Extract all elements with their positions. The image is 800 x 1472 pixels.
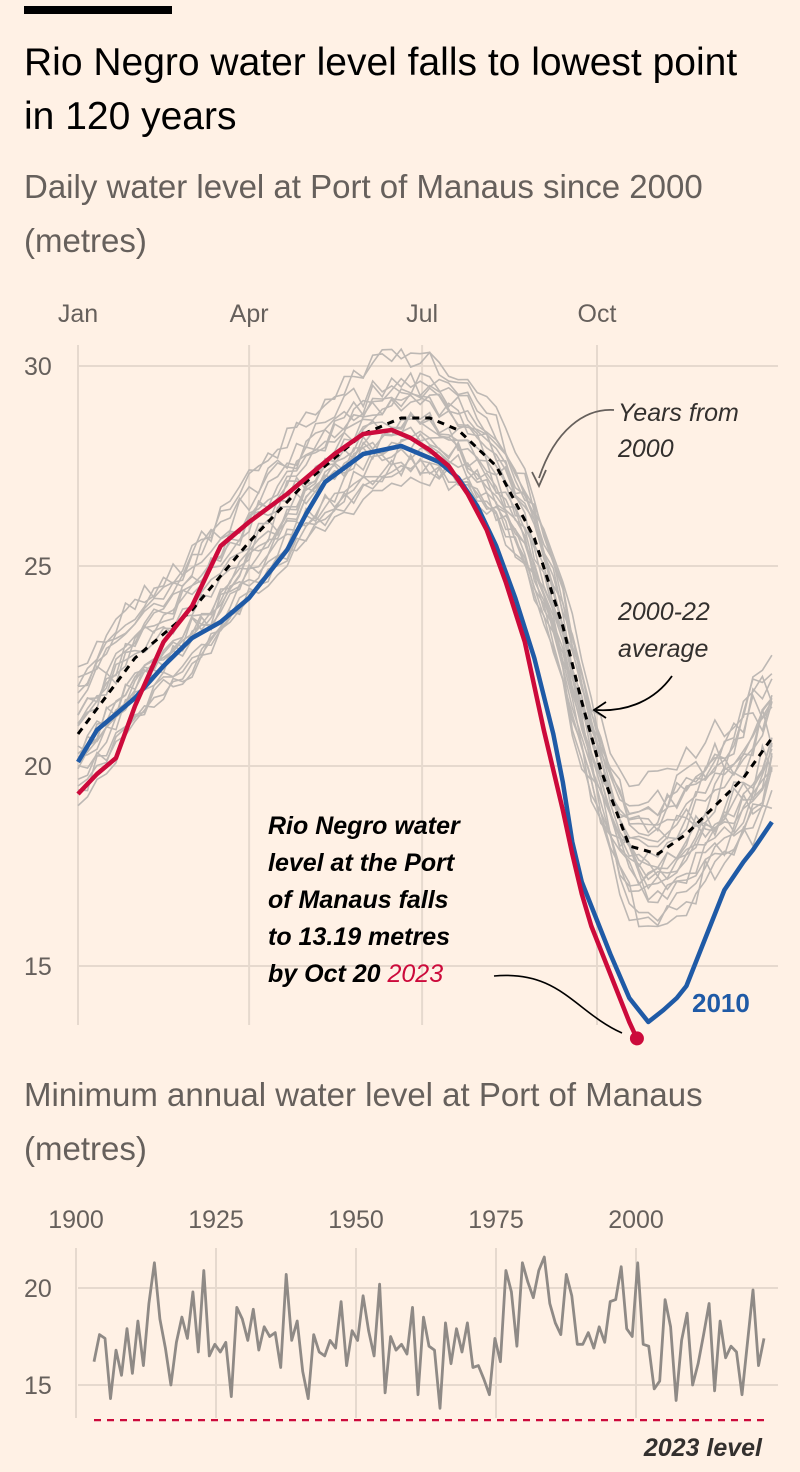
average-label-2: average	[618, 635, 708, 663]
year-line	[77, 456, 773, 922]
chart-subtitle: Daily water level at Port of Manaus sinc…	[24, 168, 703, 259]
min-series	[92, 1255, 766, 1410]
x-tick-label: Apr	[230, 300, 269, 328]
x-tick-label: Oct	[578, 300, 617, 328]
year-line	[77, 457, 773, 904]
years-label: Years from	[618, 399, 739, 427]
point-2023-low	[629, 1031, 644, 1046]
note-line: of Manaus falls	[268, 886, 449, 914]
axis-labels: 20 15 1900 1925 1950 1975 2000	[24, 1206, 664, 1400]
year-line	[77, 411, 773, 848]
record-low-note: Rio Negro water level at the Port of Manau…	[268, 812, 461, 988]
highlight-series	[76, 416, 774, 1046]
x-tick-label: 1975	[468, 1206, 524, 1234]
year-line	[77, 392, 773, 788]
average-arrow	[595, 675, 673, 712]
x-tick-label: Jul	[406, 300, 438, 328]
y-tick-label: 25	[24, 553, 52, 581]
year-line	[77, 386, 773, 902]
y-tick-label: 20	[24, 753, 52, 781]
note-year-2023: 2023	[387, 960, 444, 988]
annual-minimum-chart: 20 15 1900 1925 1950 1975 2000 2023 level	[24, 1206, 778, 1462]
x-tick-label: 1950	[328, 1206, 384, 1234]
year-line	[77, 371, 773, 848]
brand-bar	[24, 6, 172, 14]
year-line	[77, 459, 773, 879]
daily-level-chart: 30 25 20 15 Jan Apr Jul Oct Years from 2000 200…	[24, 300, 778, 1046]
x-tick-label: 1900	[48, 1206, 104, 1234]
average-label: 2000-22	[617, 598, 710, 626]
y-tick-label: 30	[24, 353, 52, 381]
chart-title: Rio Negro water level falls to lowest po…	[24, 41, 738, 138]
label-2010: 2010	[692, 988, 750, 1018]
x-tick-label: 1925	[188, 1206, 244, 1234]
y-tick-label: 15	[24, 1372, 52, 1400]
year-line	[77, 466, 773, 869]
y-tick-label: 20	[24, 1275, 52, 1303]
annotations: Years from 2000 2000-22 average Rio Negr…	[268, 399, 750, 1034]
line-2010	[76, 443, 774, 1025]
average-line	[76, 416, 774, 856]
note-line: Rio Negro water	[268, 812, 461, 840]
record-arrow	[493, 974, 623, 1034]
years-arrowhead	[531, 469, 547, 489]
grid	[75, 1248, 778, 1422]
note-line: to 13.19 metres	[268, 923, 450, 951]
year-line	[77, 372, 773, 819]
x-tick-label: 2000	[608, 1206, 664, 1234]
axis-labels: 30 25 20 15 Jan Apr Jul Oct	[24, 300, 616, 981]
year-line	[77, 412, 773, 834]
year-line	[77, 348, 773, 833]
annual-min-line	[92, 1255, 766, 1410]
average-arrowhead	[592, 701, 607, 719]
x-tick-label: Jan	[58, 300, 98, 328]
reference-2023-label: 2023 level	[643, 1434, 763, 1462]
y-tick-label: 15	[24, 953, 52, 981]
years-arrow	[538, 409, 615, 479]
min-level-subtitle: Minimum annual water level at Port of Ma…	[24, 1076, 703, 1167]
year-line	[77, 430, 773, 893]
note-line: by Oct 20	[268, 960, 388, 988]
note-line: level at the Port	[268, 849, 456, 877]
years-label-2: 2000	[617, 435, 674, 463]
line-2023	[76, 427, 639, 1040]
